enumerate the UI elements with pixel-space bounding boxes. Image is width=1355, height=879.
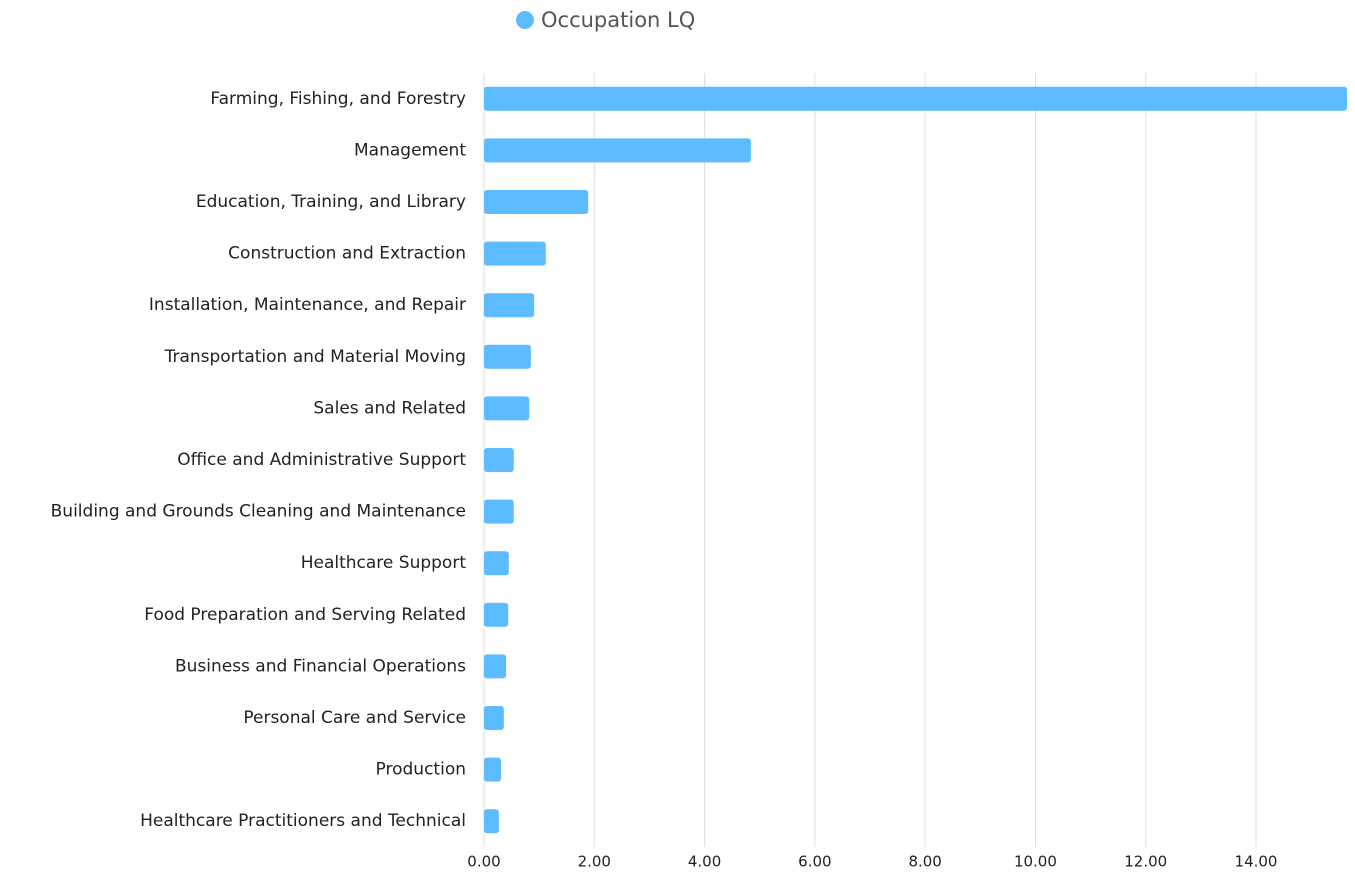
y-tick-label: Installation, Maintenance, and Repair (149, 295, 466, 315)
y-tick-label: Food Preparation and Serving Related (144, 605, 466, 625)
bar (484, 654, 507, 679)
bar (484, 190, 589, 214)
y-tick-label: Personal Care and Service (243, 708, 466, 728)
y-tick-label: Education, Training, and Library (196, 192, 466, 212)
y-tick-label: Healthcare Support (301, 553, 467, 573)
y-tick-label: Business and Financial Operations (175, 656, 466, 676)
bar (484, 86, 1347, 111)
y-tick-label: Office and Administrative Support (177, 450, 466, 470)
legend-label: Occupation LQ (541, 8, 695, 32)
bar (484, 344, 531, 369)
x-tick-label: 8.00 (908, 853, 941, 871)
x-tick-label: 6.00 (798, 853, 831, 871)
legend-marker (516, 11, 534, 29)
y-tick-label: Transportation and Material Moving (164, 347, 466, 367)
x-tick-label: 4.00 (688, 853, 721, 871)
bar (484, 241, 546, 266)
y-tick-label: Construction and Extraction (228, 244, 466, 264)
x-tick-label: 14.00 (1235, 853, 1278, 871)
x-tick-label: 10.00 (1014, 853, 1057, 871)
bar (484, 706, 504, 730)
x-tick-label: 0.00 (467, 853, 500, 871)
bar (484, 396, 530, 421)
y-tick-label: Production (376, 760, 466, 780)
bar (484, 602, 509, 627)
bar (484, 499, 514, 524)
y-tick-label: Farming, Fishing, and Forestry (210, 89, 466, 109)
bar (484, 551, 509, 576)
bar (484, 757, 502, 782)
bar (484, 138, 751, 163)
y-tick-label: Building and Grounds Cleaning and Mainte… (51, 502, 466, 522)
y-tick-label: Healthcare Practitioners and Technical (140, 811, 466, 831)
x-tick-label: 12.00 (1124, 853, 1167, 871)
x-tick-label: 2.00 (578, 853, 611, 871)
bar (484, 809, 499, 834)
y-tick-label: Sales and Related (313, 398, 466, 418)
y-tick-label: Management (354, 140, 466, 160)
bar (484, 448, 514, 472)
bar (484, 293, 535, 318)
